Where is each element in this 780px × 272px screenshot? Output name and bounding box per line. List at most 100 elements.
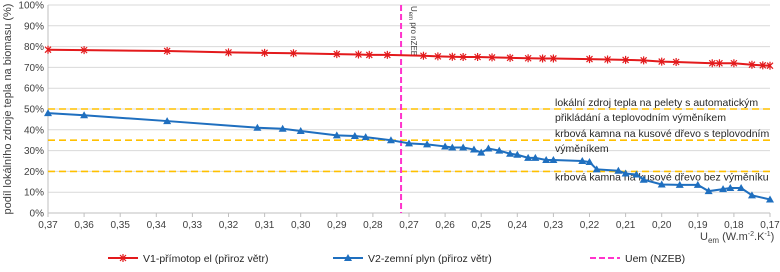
point: [332, 131, 341, 139]
point: [585, 158, 594, 166]
x-tick-label: 0,22: [580, 220, 600, 231]
point: [459, 143, 468, 151]
point: [441, 142, 450, 150]
point: [766, 195, 774, 203]
x-axis-label-part: em: [708, 236, 719, 245]
point: [350, 132, 359, 140]
y-tick-label: 30%: [24, 146, 44, 157]
point: [759, 61, 767, 70]
nzeb-label-part: U: [409, 6, 418, 12]
x-axis-label-part: .K: [754, 231, 765, 243]
x-tick-label: 0,28: [363, 220, 383, 231]
x-tick-label: 0,19: [688, 220, 708, 231]
point: [604, 55, 611, 64]
point: [355, 50, 362, 59]
y-tick-label: 80%: [24, 42, 44, 53]
nzeb-label-part: pro nZEB: [409, 20, 418, 56]
point: [524, 153, 533, 161]
point: [747, 191, 756, 199]
point: [730, 59, 738, 68]
point: [748, 60, 756, 69]
point: [361, 133, 370, 141]
x-tick-label: 0,18: [724, 220, 744, 231]
point: [675, 180, 684, 188]
x-tick-label: 0,17: [760, 220, 780, 231]
legend-label: V1-přímotop el (přiroz větr): [143, 253, 268, 265]
point: [383, 50, 391, 59]
y-tick-label: 70%: [24, 63, 44, 74]
point: [693, 180, 702, 188]
x-axis-label-part: -2: [748, 231, 754, 238]
point: [296, 127, 305, 135]
point: [639, 175, 648, 183]
reference-label: přikládání a teplovodním výměníkem: [555, 112, 726, 124]
point: [506, 53, 514, 62]
x-tick-label: 0,36: [74, 220, 94, 231]
point: [621, 169, 630, 177]
point: [484, 144, 493, 152]
legend-marker: [344, 254, 352, 261]
y-tick-label: 10%: [24, 188, 44, 199]
point: [474, 53, 482, 61]
point: [163, 117, 172, 125]
point: [524, 54, 532, 63]
x-tick-label: 0,23: [544, 220, 564, 231]
legend-label: V2-zemní plyn (přiroz větr): [368, 253, 492, 265]
point: [708, 59, 716, 68]
point: [549, 54, 557, 63]
x-tick-label: 0,29: [327, 220, 347, 231]
point: [766, 61, 774, 70]
x-tick-label: 0,30: [291, 220, 311, 231]
x-tick-label: 0,34: [147, 220, 167, 231]
y-axis-label: podíl lokálního zdroje tepla na biomasu …: [2, 4, 14, 215]
point: [459, 53, 467, 61]
point: [726, 184, 735, 192]
point: [80, 111, 89, 119]
y-tick-label: 40%: [24, 125, 44, 136]
point: [658, 57, 666, 66]
x-tick-label: 0,26: [435, 220, 455, 231]
point: [672, 57, 680, 66]
x-tick-label: 0,37: [38, 220, 58, 231]
x-axis-label-part: U: [700, 231, 708, 243]
point: [531, 153, 540, 161]
y-tick-label: 20%: [24, 167, 44, 178]
series-line: [47, 48, 771, 67]
reference-label: krbová kamna na kusové dřevo bez výměník…: [555, 171, 769, 183]
point: [737, 184, 746, 192]
reference-label: lokální zdroj tepla na pelety s automati…: [555, 97, 758, 109]
x-tick-label: 0,21: [616, 220, 636, 231]
point: [253, 123, 262, 131]
point: [622, 55, 630, 64]
point: [225, 48, 232, 57]
point: [719, 185, 728, 193]
x-axis-label-part: -1: [764, 231, 770, 238]
x-axis-label-part: (W.m: [719, 231, 748, 243]
point: [578, 157, 587, 164]
point: [469, 145, 478, 153]
point: [448, 52, 456, 61]
reference-label: krbová kamna na kusové dřevo s teplovodn…: [555, 128, 769, 140]
x-tick-label: 0,32: [219, 220, 239, 231]
point: [640, 56, 648, 65]
x-tick-label: 0,35: [110, 220, 130, 231]
point: [423, 140, 432, 148]
reference-label: výměníkem: [555, 143, 609, 155]
point: [44, 45, 52, 54]
point: [704, 187, 713, 195]
point: [80, 46, 88, 55]
y-tick-label: 60%: [24, 84, 44, 95]
point: [405, 139, 413, 147]
x-axis-label-part: ): [771, 231, 775, 243]
point: [539, 54, 546, 63]
point: [420, 51, 427, 60]
point: [632, 170, 641, 178]
x-axis-label: Uem (W.m-2.K-1): [700, 231, 774, 245]
y-tick-label: 0%: [30, 209, 45, 220]
y-tick-label: 100%: [18, 1, 44, 12]
point: [513, 150, 522, 158]
point: [44, 109, 52, 117]
point: [614, 166, 623, 174]
